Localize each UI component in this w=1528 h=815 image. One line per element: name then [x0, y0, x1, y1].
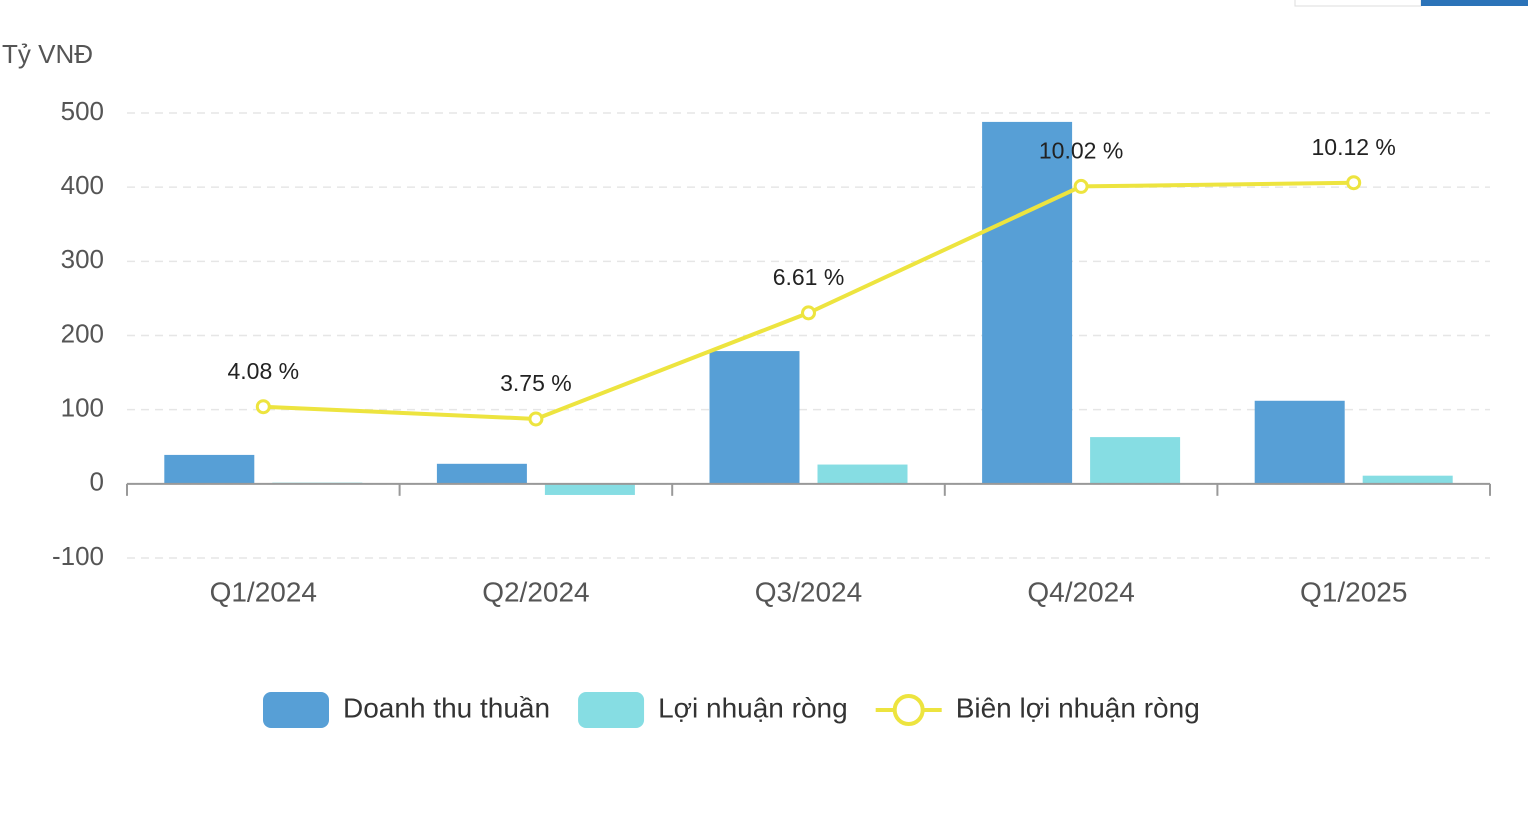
bar: [982, 121, 1073, 484]
bar: [544, 483, 635, 495]
toggle-button[interactable]: [1421, 0, 1528, 6]
toggle-button[interactable]: [1294, 0, 1422, 7]
bar: [1254, 400, 1345, 484]
line: [263, 180, 1354, 421]
y-tick-label: 200: [61, 318, 104, 348]
data-label: 10.02 %: [1039, 138, 1123, 164]
data-label: 10.12 %: [1311, 134, 1395, 160]
y-tick-label: 100: [61, 393, 104, 423]
line-marker: [1346, 175, 1362, 191]
x-tick-label: Q4/2024: [1027, 576, 1134, 607]
line-marker: [255, 399, 271, 415]
legend-label: Biên lợi nhuận ròng: [956, 692, 1200, 723]
legend-swatch: [892, 694, 925, 726]
x-tick-label: Q3/2024: [755, 576, 862, 607]
x-tick-label: Q1/2025: [1300, 576, 1407, 607]
bar: [817, 464, 908, 484]
y-tick-label: 500: [61, 96, 104, 126]
data-label: 6.61 %: [773, 264, 845, 290]
legend-swatch: [578, 692, 645, 728]
x-tick-label: Q2/2024: [482, 576, 589, 607]
y-tick-label: 0: [90, 467, 104, 497]
y-tick-label: 300: [61, 244, 104, 274]
legend-label: Doanh thu thuần: [343, 692, 550, 723]
data-label: 3.75 %: [500, 370, 572, 396]
legend-label: Lợi nhuận ròng: [658, 692, 848, 723]
y-tick-label: 400: [61, 170, 104, 200]
data-label: 4.08 %: [227, 358, 299, 384]
bar: [1362, 475, 1453, 484]
bar: [164, 454, 255, 484]
line-marker: [528, 411, 544, 427]
legend-swatch: [263, 692, 329, 728]
x-tick-label: Q1/2024: [210, 576, 317, 607]
bar: [436, 463, 527, 484]
y-tick-label: -100: [52, 541, 104, 571]
bar: [1090, 437, 1181, 484]
y-axis-label: Tỷ VNĐ: [2, 39, 93, 69]
line-marker: [801, 305, 816, 321]
line-marker: [1073, 178, 1089, 194]
bar: [709, 351, 800, 484]
